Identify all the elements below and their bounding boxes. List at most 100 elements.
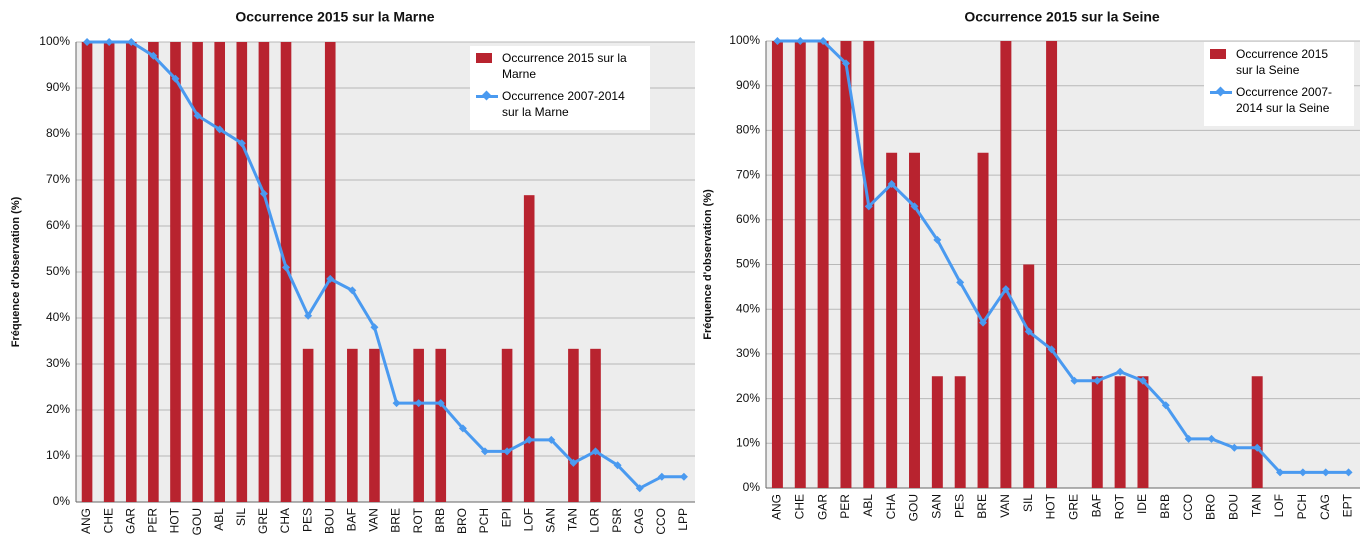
bar (840, 41, 852, 488)
y-tick-label: 50% (736, 257, 760, 271)
line-marker (933, 235, 942, 244)
legend-item: Occurrence 2015 sur la Marne (476, 50, 644, 82)
x-tick-label: LOR (588, 508, 602, 533)
line-marker (613, 461, 622, 470)
line-marker (657, 472, 666, 481)
x-tick-label: BRE (389, 508, 403, 533)
line-marker (864, 202, 873, 211)
legend-item: Occurrence 2015 sur la Seine (1210, 46, 1348, 78)
line-marker (1116, 367, 1125, 376)
x-tick-label: PCH (1295, 494, 1309, 519)
y-tick-label: 100% (729, 33, 760, 47)
line-marker (127, 38, 136, 46)
bar (863, 41, 875, 488)
x-tick-label: VAN (367, 508, 381, 532)
y-tick-label: 20% (736, 391, 760, 405)
x-tick-label: BAF (345, 508, 359, 531)
x-tick-label: LPP (676, 508, 690, 531)
bar (590, 348, 601, 502)
bar (501, 348, 513, 502)
y-tick-label: 70% (736, 167, 760, 181)
bar (1137, 376, 1149, 488)
line-marker (1024, 327, 1033, 336)
line-marker (956, 278, 965, 287)
bar (81, 42, 93, 502)
bar (568, 348, 579, 502)
line-marker (819, 37, 828, 45)
line-marker (414, 399, 423, 408)
x-tick-label: PER (146, 508, 160, 533)
y-tick-label: 90% (46, 80, 70, 94)
x-tick-label: BRB (1158, 494, 1172, 519)
line-marker (304, 311, 313, 320)
y-tick-label: 30% (46, 356, 70, 370)
x-tick-label: GRE (256, 508, 270, 534)
line-marker (679, 472, 688, 481)
line-marker (1161, 401, 1170, 410)
line-marker (503, 447, 512, 456)
line-marker (1184, 434, 1193, 443)
x-tick-label: CHE (101, 508, 115, 533)
y-tick-label: 0% (743, 480, 761, 494)
y-tick-label: 100% (39, 34, 70, 48)
x-tick-label: SAN (543, 508, 557, 533)
line-marker (887, 180, 896, 189)
x-tick-label: BAF (1089, 494, 1103, 517)
y-tick-label: 80% (46, 126, 70, 140)
y-tick-label: 50% (46, 264, 70, 278)
x-tick-label: EPT (1341, 493, 1355, 517)
legend-key (1210, 86, 1232, 97)
x-tick-label: PES (952, 494, 966, 518)
x-tick-label: ROT (411, 507, 425, 533)
line-marker (1047, 345, 1056, 354)
bar (148, 42, 159, 502)
bar (1114, 376, 1126, 488)
line-marker (1138, 376, 1147, 385)
bar (1046, 41, 1058, 488)
line-marker (480, 447, 489, 456)
x-tick-label: SAN (930, 494, 944, 519)
x-tick-label: ROT (1112, 493, 1126, 519)
x-tick-label: CAG (1318, 494, 1332, 520)
y-tick-label: 0% (53, 494, 71, 508)
x-tick-label: PCH (477, 508, 491, 533)
x-tick-label: LOF (521, 508, 535, 531)
x-tick-label: SIL (234, 508, 248, 526)
line-marker (237, 139, 246, 148)
legend-item: Occurrence 2007-2014 sur la Seine (1210, 84, 1348, 116)
legend-marker (1215, 86, 1226, 97)
x-tick-label: CAG (632, 508, 646, 534)
y-tick-label: 60% (736, 212, 760, 226)
line-marker (193, 111, 202, 120)
y-tick-label: 30% (736, 346, 760, 360)
y-axis-label: Fréquence d'observation (%) (10, 196, 22, 347)
x-tick-label: IDE (1135, 494, 1149, 514)
x-tick-label: ANG (79, 508, 93, 534)
x-tick-label: CHA (884, 494, 898, 519)
bar (954, 376, 966, 488)
x-tick-label: BRO (1204, 494, 1218, 520)
x-tick-label: GAR (815, 494, 829, 520)
x-tick-label: ANG (770, 494, 784, 520)
x-tick-label: BRO (455, 508, 469, 534)
bar (931, 376, 943, 488)
x-tick-label: EPI (499, 508, 513, 527)
legend: Occurrence 2015 sur la Marne Occurrence 2… (470, 46, 650, 130)
line-marker (370, 323, 379, 332)
bar (103, 42, 115, 502)
bar (258, 42, 270, 502)
bar (280, 42, 292, 502)
bar (413, 348, 424, 502)
line-marker (1070, 376, 1079, 385)
x-tick-label: VAN (998, 494, 1012, 518)
y-tick-label: 70% (46, 172, 70, 186)
legend-label: Occurrence 2015 sur la Marne (502, 51, 627, 81)
legend-label: Occurrence 2015 sur la Seine (1236, 47, 1329, 77)
line-marker (282, 263, 291, 272)
line-marker (1230, 443, 1239, 452)
y-tick-label: 10% (46, 448, 70, 462)
x-tick-label: PER (838, 494, 852, 519)
bar (817, 41, 829, 488)
bar (214, 42, 226, 502)
